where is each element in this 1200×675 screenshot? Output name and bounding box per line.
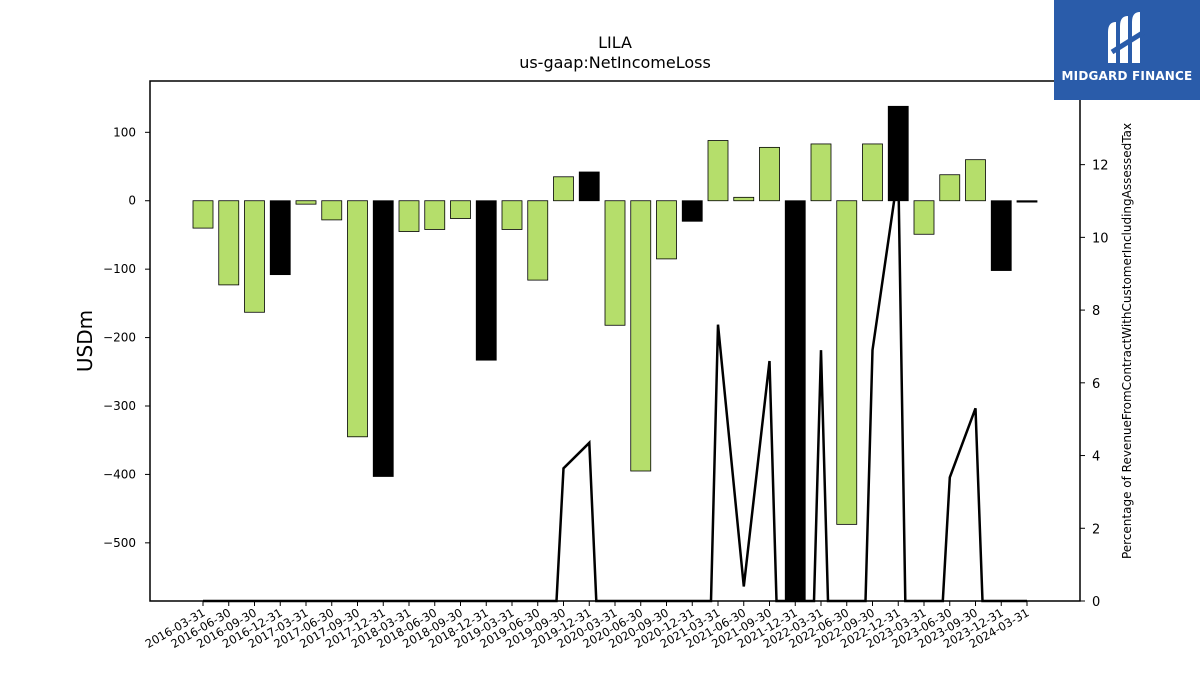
brand-name: MIDGARD FINANCE bbox=[1061, 69, 1193, 83]
y2-tick-label: 0 bbox=[1092, 595, 1100, 610]
y-tick-label: 100 bbox=[113, 125, 136, 139]
y-axis-label: USDm bbox=[73, 310, 97, 372]
bar bbox=[759, 146, 780, 202]
bar bbox=[990, 200, 1012, 271]
midgard-logo-icon bbox=[1108, 12, 1146, 63]
bar bbox=[450, 200, 471, 219]
y-axis-left: 100 0 −100 −200 −300 −400 −500 bbox=[103, 125, 150, 550]
bar bbox=[269, 200, 291, 276]
bar bbox=[604, 200, 626, 326]
y2-tick-label: 4 bbox=[1092, 450, 1100, 465]
bar-series bbox=[192, 105, 1038, 602]
bar bbox=[372, 200, 394, 477]
y2-tick-label: 12 bbox=[1092, 159, 1109, 174]
bar bbox=[681, 200, 703, 222]
bar bbox=[784, 200, 806, 602]
y-tick-label: −300 bbox=[103, 399, 136, 413]
y-tick-label: −400 bbox=[103, 467, 136, 481]
bar bbox=[913, 200, 935, 235]
chart-title: LILA bbox=[598, 33, 632, 52]
bar bbox=[244, 200, 265, 313]
y-tick-label: −100 bbox=[103, 262, 136, 276]
y-tick-label: −500 bbox=[103, 536, 136, 550]
chart-subtitle: us-gaap:NetIncomeLoss bbox=[519, 53, 711, 72]
bar bbox=[192, 200, 214, 229]
bar bbox=[475, 200, 497, 361]
bar bbox=[862, 143, 883, 202]
y2-tick-label: 6 bbox=[1092, 377, 1100, 392]
bar bbox=[218, 200, 240, 286]
bar bbox=[836, 200, 858, 525]
bar bbox=[1016, 200, 1038, 203]
plot-frame bbox=[149, 80, 1081, 602]
y2-tick-label: 2 bbox=[1092, 522, 1100, 537]
bar bbox=[553, 176, 574, 202]
bar bbox=[398, 200, 420, 232]
bar bbox=[630, 200, 652, 472]
y2-tick-label: 10 bbox=[1092, 231, 1109, 246]
y-tick-label: −200 bbox=[103, 331, 136, 345]
bar bbox=[939, 174, 961, 202]
x-axis: 2016-03-312016-06-302016-09-302016-12-31… bbox=[143, 601, 1032, 651]
y2-axis-label: Percentage of RevenueFromContractWithCus… bbox=[1120, 123, 1134, 559]
y-axis-right: 02468101214 bbox=[1080, 86, 1109, 610]
brand-logo: MIDGARD FINANCE bbox=[1054, 0, 1200, 100]
bar bbox=[656, 200, 677, 260]
bar bbox=[810, 143, 832, 202]
bar bbox=[321, 200, 343, 221]
bar bbox=[295, 200, 317, 205]
bar bbox=[347, 200, 368, 438]
bar bbox=[424, 200, 446, 230]
bar bbox=[733, 196, 755, 202]
bar bbox=[501, 200, 523, 230]
bar bbox=[578, 171, 600, 202]
bar bbox=[965, 159, 986, 202]
y-tick-label: 0 bbox=[128, 194, 136, 208]
bar bbox=[707, 140, 729, 202]
bar bbox=[527, 200, 549, 281]
y2-tick-label: 8 bbox=[1092, 304, 1100, 319]
